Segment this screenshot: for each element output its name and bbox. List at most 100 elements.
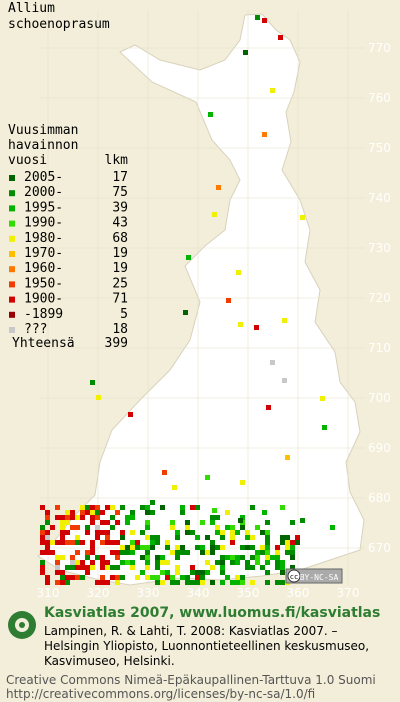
observation-square	[130, 530, 135, 535]
observation-square	[70, 515, 75, 520]
observation-square	[230, 525, 235, 530]
observation-square	[290, 555, 295, 560]
observation-square	[235, 530, 240, 535]
observation-square	[322, 425, 327, 430]
observation-square	[50, 550, 55, 555]
observation-square	[70, 525, 75, 530]
observation-square	[145, 505, 150, 510]
observation-square	[265, 560, 270, 565]
observation-square	[55, 540, 60, 545]
observation-square	[165, 575, 170, 580]
observation-square	[240, 525, 245, 530]
observation-square	[70, 555, 75, 560]
observation-square	[240, 555, 245, 560]
observation-square	[125, 550, 130, 555]
legend-count: 39	[112, 200, 128, 215]
observation-square	[170, 550, 175, 555]
observation-square	[105, 565, 110, 570]
observation-square	[45, 530, 50, 535]
observation-square	[95, 555, 100, 560]
observation-square	[95, 535, 100, 540]
x-tick-label: 320	[87, 586, 110, 600]
y-tick-label: 740	[368, 191, 391, 205]
observation-square	[80, 540, 85, 545]
observation-square	[170, 580, 175, 585]
legend-label: 1960-	[24, 261, 63, 276]
observation-square	[60, 530, 65, 535]
observation-square	[130, 560, 135, 565]
observation-square	[60, 580, 65, 585]
observation-square	[135, 540, 140, 545]
observation-square	[85, 510, 90, 515]
observation-square	[55, 580, 60, 585]
observation-square	[255, 525, 260, 530]
x-tick-label: 310	[37, 586, 60, 600]
observation-square	[75, 525, 80, 530]
observation-square	[250, 535, 255, 540]
observation-square	[65, 565, 70, 570]
observation-square	[185, 525, 190, 530]
legend-count: 5	[120, 307, 128, 322]
observation-square	[100, 520, 105, 525]
observation-square	[230, 535, 235, 540]
x-tick-label: 360	[287, 586, 310, 600]
observation-square	[130, 510, 135, 515]
observation-square	[250, 545, 255, 550]
observation-square	[205, 560, 210, 565]
y-tick-label: 770	[368, 41, 391, 55]
legend-swatch	[9, 281, 15, 288]
observation-square	[285, 550, 290, 555]
observation-square	[235, 580, 240, 585]
observation-square	[300, 518, 305, 523]
observation-square	[50, 525, 55, 530]
observation-square	[250, 580, 255, 585]
observation-square	[170, 575, 175, 580]
observation-square	[145, 510, 150, 515]
legend: 2005- 17 2000- 75 1995- 39 1990- 43 1980- 68 1970-…	[9, 170, 128, 337]
footer-site: Kasviatlas 2007, www.luomus.fi/kasviatla…	[44, 605, 380, 621]
observation-square	[45, 520, 50, 525]
y-tick-label: 690	[368, 441, 391, 455]
observation-square	[100, 555, 105, 560]
observation-square	[185, 520, 190, 525]
observation-square	[205, 570, 210, 575]
observation-square	[45, 575, 50, 580]
observation-square	[160, 580, 165, 585]
observation-square	[205, 475, 210, 480]
observation-square	[282, 318, 287, 323]
observation-square	[190, 580, 195, 585]
observation-square	[255, 550, 260, 555]
legend-swatch	[9, 205, 15, 212]
observation-square	[40, 525, 45, 530]
observation-square	[120, 545, 125, 550]
x-tick-label: 340	[187, 586, 210, 600]
y-tick-label: 680	[368, 491, 391, 505]
observation-square	[90, 520, 95, 525]
observation-square	[85, 570, 90, 575]
legend-swatch	[9, 327, 15, 333]
observation-square	[120, 575, 125, 580]
observation-square	[290, 520, 295, 525]
observation-square	[55, 560, 60, 565]
observation-square	[185, 530, 190, 535]
observation-square	[70, 565, 75, 570]
observation-square	[165, 560, 170, 565]
observation-square	[120, 505, 125, 510]
observation-square	[280, 540, 285, 545]
observation-square	[243, 50, 248, 55]
observation-square	[75, 575, 80, 580]
legend-swatch	[9, 235, 15, 242]
observation-square	[225, 525, 230, 530]
legend-label: -1899	[24, 307, 63, 322]
observation-square	[90, 560, 95, 565]
observation-square	[100, 510, 105, 515]
y-tick-label: 670	[368, 541, 391, 555]
observation-square	[95, 530, 100, 535]
observation-square	[65, 580, 70, 585]
observation-square	[230, 580, 235, 585]
observation-square	[60, 525, 65, 530]
observation-square	[145, 575, 150, 580]
observation-square	[215, 530, 220, 535]
observation-square	[215, 545, 220, 550]
observation-square	[175, 545, 180, 550]
